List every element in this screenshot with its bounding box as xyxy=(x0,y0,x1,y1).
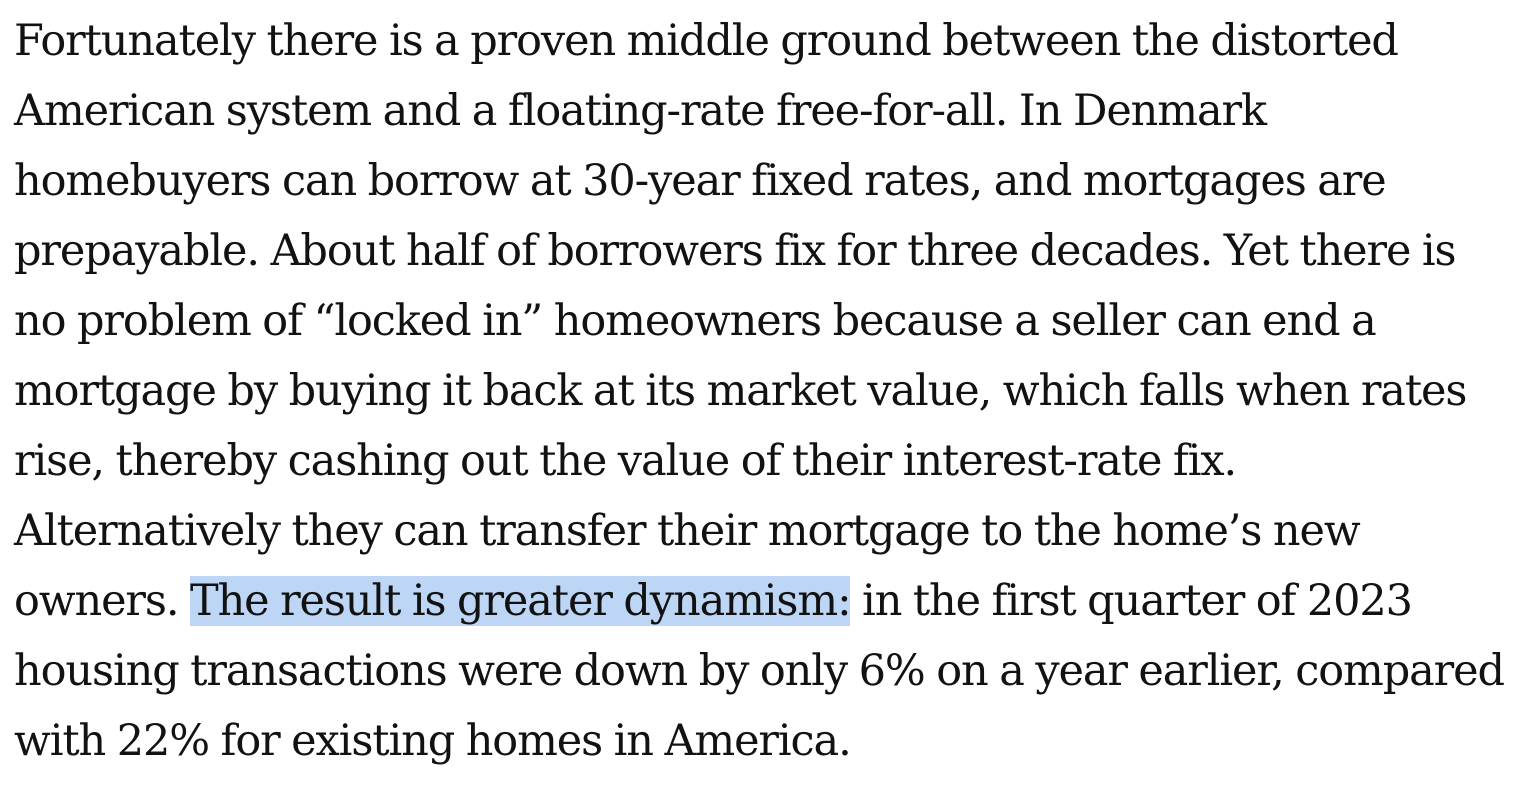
article-body: Fortunately there is a proven middle gro… xyxy=(14,6,1512,776)
article-paragraph[interactable]: Fortunately there is a proven middle gro… xyxy=(14,6,1512,776)
selected-text-highlight[interactable]: The result is greater dynamism: xyxy=(190,576,852,626)
paragraph-text-after[interactable]: in the first quarter of 2023 housing tra… xyxy=(14,576,1505,766)
paragraph-text-before[interactable]: Fortunately there is a proven middle gro… xyxy=(14,16,1467,626)
